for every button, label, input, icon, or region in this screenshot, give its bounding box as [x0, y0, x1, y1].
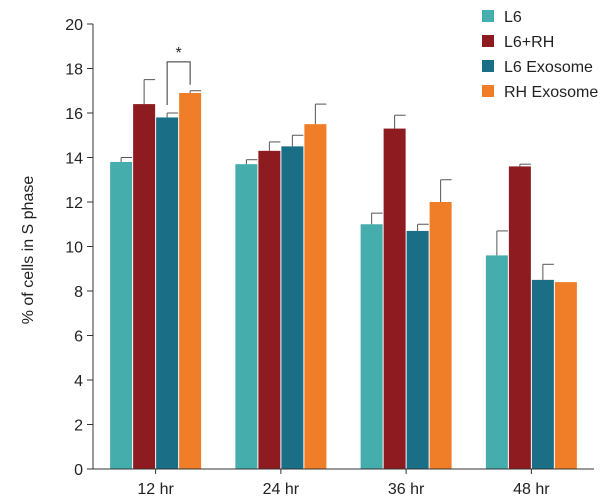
legend-swatch-l6-rh: [482, 35, 494, 47]
y-tick-label: 0: [74, 462, 83, 479]
legend-swatch-l6: [482, 10, 494, 22]
significance-bracket: [166, 61, 191, 105]
x-tick-label: 48 hr: [513, 481, 550, 498]
x-tick-label: 36 hr: [388, 481, 425, 498]
bar-l6-rh-48hr: [508, 166, 531, 469]
bar-l6-exosome-36hr: [406, 230, 429, 469]
legend-swatch-l6-exosome: [482, 60, 494, 72]
y-tick-label: 12: [65, 195, 83, 212]
x-ticks: 12 hr 24 hr 36 hr 48 hr: [137, 469, 550, 498]
significance-star: *: [176, 45, 182, 62]
legend-swatch-rh-exosome: [482, 85, 494, 97]
y-tick-label: 14: [65, 151, 83, 168]
bar-l6-rh-24hr: [258, 150, 281, 469]
bar-l6-exosome-24hr: [281, 146, 304, 469]
legend-label: L6+RH: [504, 34, 554, 51]
legend-label: L6: [504, 9, 522, 26]
y-tick-label: 20: [65, 17, 83, 34]
bar-l6-12hr: [110, 161, 133, 469]
bar-l6-rh-12hr: [133, 104, 156, 469]
legend: L6 L6+RH L6 Exosome RH Exosome: [482, 9, 598, 101]
y-tick-label: 6: [74, 329, 83, 346]
significance-annotation: *: [166, 45, 191, 105]
bars-layer: [110, 92, 577, 470]
y-tick-label: 8: [74, 284, 83, 301]
x-tick-label: 12 hr: [137, 481, 174, 498]
bar-l6-48hr: [485, 255, 508, 469]
y-tick-label: 18: [65, 62, 83, 79]
bar-rh-exosome-48hr: [554, 282, 577, 469]
bar-l6-exosome-12hr: [156, 117, 179, 469]
bar-l6-24hr: [235, 164, 258, 470]
legend-label: L6 Exosome: [504, 59, 593, 76]
bar-rh-exosome-24hr: [304, 124, 327, 469]
bar-rh-exosome-36hr: [429, 202, 452, 469]
legend-label: RH Exosome: [504, 84, 598, 101]
y-tick-label: 16: [65, 106, 83, 123]
y-tick-label: 2: [74, 418, 83, 435]
bar-l6-rh-36hr: [383, 128, 406, 469]
bar-rh-exosome-12hr: [179, 92, 202, 469]
y-tick-label: 10: [65, 240, 83, 257]
y-ticks: 0 2 4 6 8 10 12 14 16 18 20: [65, 17, 93, 479]
y-axis-label: % of cells in S phase: [20, 176, 37, 325]
y-tick-label: 4: [74, 373, 83, 390]
x-tick-label: 24 hr: [263, 481, 300, 498]
bar-l6-exosome-48hr: [531, 279, 554, 469]
bar-l6-36hr: [360, 224, 383, 469]
error-bars-layer: [120, 79, 554, 280]
